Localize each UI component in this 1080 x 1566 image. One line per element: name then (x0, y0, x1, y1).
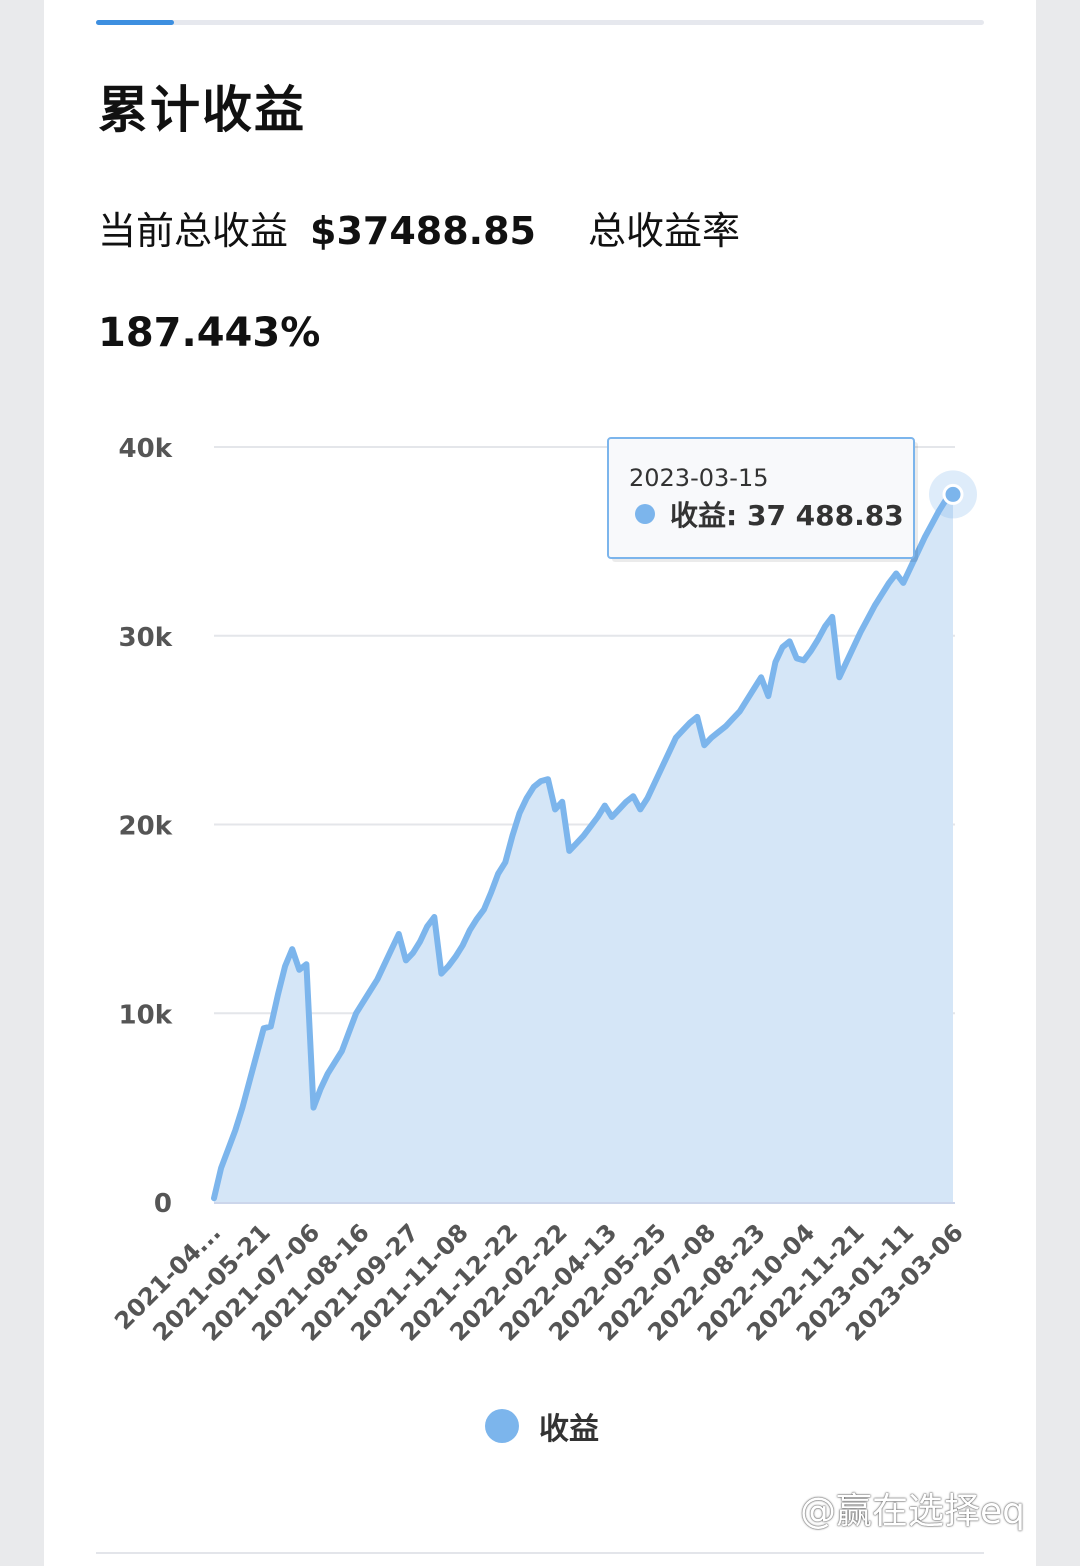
tooltip-series-name: 收益 (670, 499, 726, 532)
page-title: 累计收益 (98, 81, 306, 139)
return-rate-label: 总收益率 (587, 209, 740, 253)
legend-series-label: 收益 (539, 1412, 599, 1447)
x-axis-ticks: 2021-04...2021-05-212021-07-062021-08-16… (109, 1218, 969, 1346)
tooltip-series-dot (635, 504, 655, 524)
y-tick-label: 10k (119, 1000, 173, 1030)
legend[interactable]: 收益 (485, 1404, 599, 1448)
tooltip-box (607, 437, 915, 559)
total-return-value: $37488.85 (310, 209, 536, 253)
tooltip-date: 2023-03-15 (629, 464, 768, 492)
legend-series-marker (485, 1409, 519, 1443)
cumulative-return-chart[interactable]: 0 10k 20k 30k 40k 2021-04...2021-05-212021-0… (0, 0, 1080, 1400)
highlighted-point[interactable] (942, 483, 964, 505)
series-area (214, 494, 953, 1202)
return-rate-value: 187.443% (98, 310, 321, 356)
y-tick-label: 40k (119, 434, 173, 464)
y-axis-ticks: 0 10k 20k 30k 40k (119, 434, 173, 1219)
y-tick-label: 0 (154, 1189, 172, 1219)
tab-indicator-active (96, 20, 174, 25)
total-return-label: 当前总收益 (98, 209, 289, 253)
tab-indicator-track (96, 20, 984, 25)
tooltip-value: 37 488.83 (747, 499, 904, 532)
tooltip-colon: : (726, 499, 747, 532)
tooltip-value-text: 收益: 37 488.83 (670, 499, 904, 532)
summary-line: 当前总收益 $37488.85 总收益率 (98, 200, 740, 255)
tooltip: 2023-03-15 收益: 37 488.83 (607, 437, 918, 562)
y-tick-label: 20k (119, 812, 173, 842)
series-line[interactable] (211, 491, 956, 1202)
y-tick-label: 30k (119, 623, 173, 653)
watermark: @赢在选择eq (800, 1491, 1026, 1532)
bottom-divider (96, 1552, 984, 1554)
